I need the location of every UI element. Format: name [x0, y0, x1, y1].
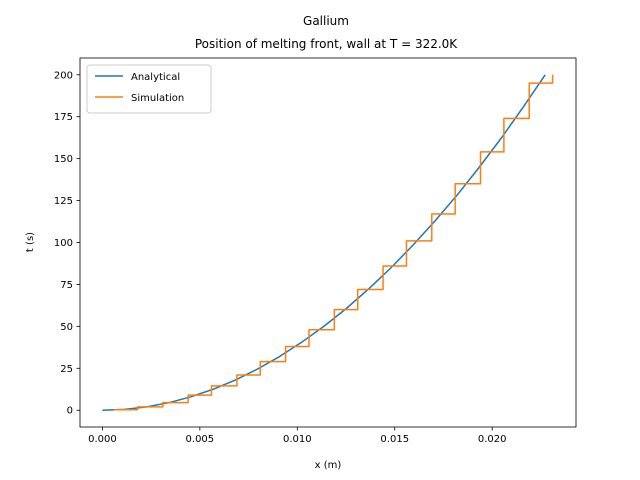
x-axis-label: x (m) [315, 460, 342, 471]
y-tick-label: 200 [54, 70, 73, 81]
x-tick-label: 0.020 [478, 434, 507, 445]
y-tick-label: 75 [60, 280, 73, 291]
y-tick-label: 175 [54, 112, 73, 123]
chart-title: Gallium [303, 14, 349, 28]
y-tick-label: 125 [54, 196, 73, 207]
legend-label-simulation: Simulation [131, 93, 184, 104]
x-tick-label: 0.000 [88, 434, 117, 445]
y-tick-label: 100 [54, 238, 73, 249]
legend-box [86, 64, 212, 114]
x-tick-label: 0.010 [283, 434, 312, 445]
y-tick-label: 150 [54, 154, 73, 165]
x-axis: 0.000 0.005 0.010 0.015 0.020 [88, 427, 507, 445]
legend: Analytical Simulation [86, 64, 212, 114]
y-axis: 0 25 50 75 100 125 150 175 200 [54, 70, 80, 417]
y-axis-label: t (s) [25, 232, 36, 252]
legend-label-analytical: Analytical [131, 72, 180, 83]
series-line-simulation [114, 74, 554, 411]
y-tick-label: 25 [60, 364, 73, 375]
x-tick-label: 0.005 [186, 434, 215, 445]
plot-area [102, 74, 554, 411]
series-line-analytical [102, 74, 546, 411]
chart-subtitle: Position of melting front, wall at T = 3… [195, 37, 458, 51]
y-tick-label: 0 [67, 406, 73, 417]
x-tick-label: 0.015 [380, 434, 409, 445]
y-tick-label: 50 [60, 322, 73, 333]
